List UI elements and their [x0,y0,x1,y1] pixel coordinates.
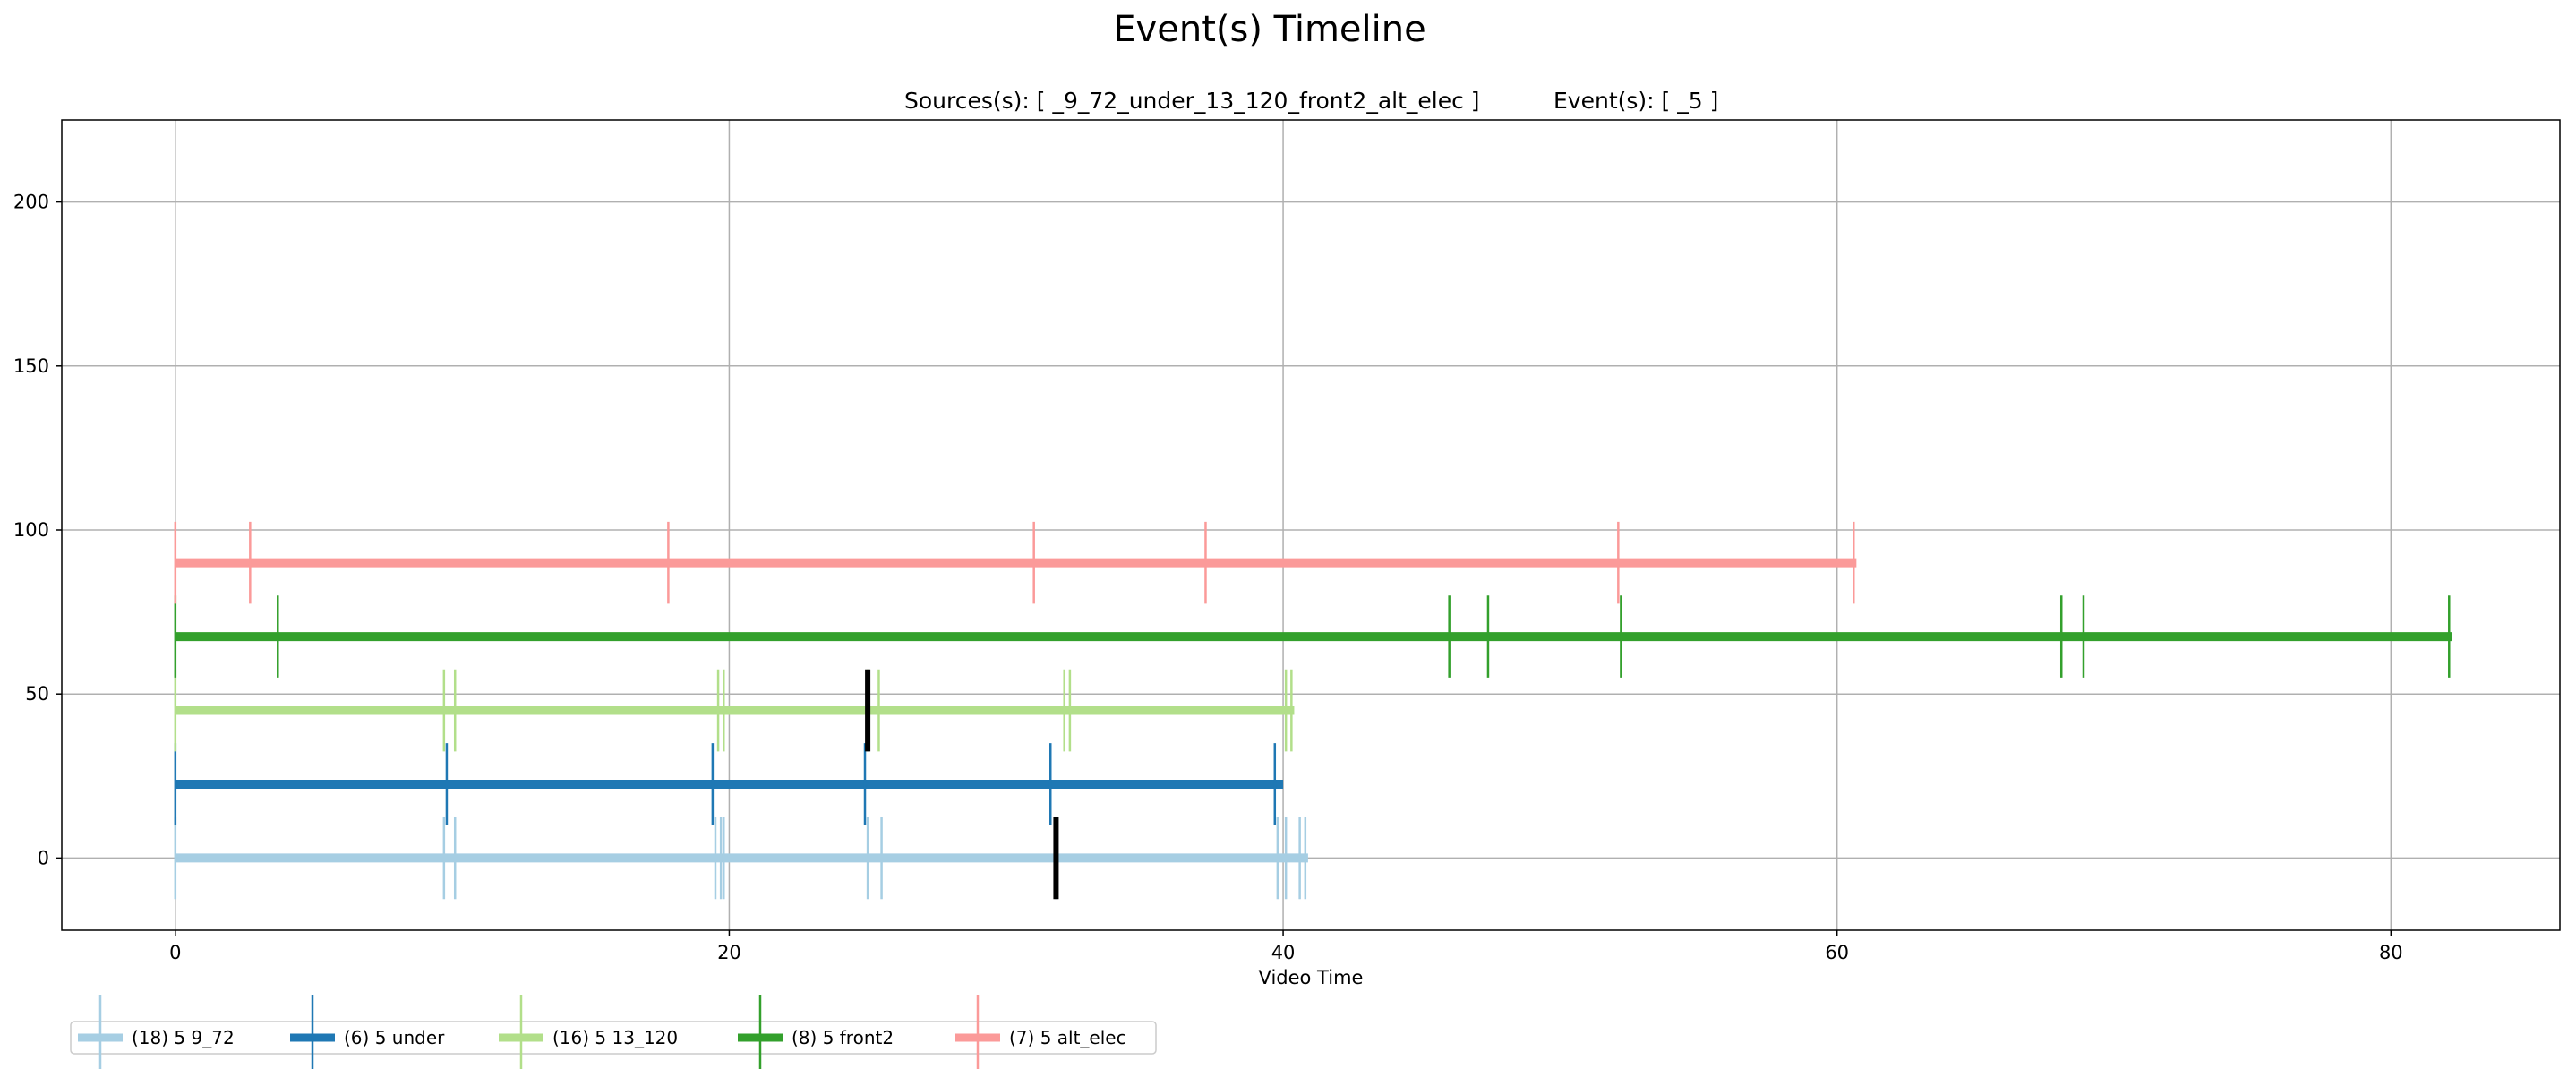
y-tick-label: 200 [13,192,49,213]
x-tick-label: 0 [169,942,181,963]
grid [62,120,2560,930]
timeline-series [174,743,1284,825]
x-axis-label: Video Time [1259,967,1364,988]
timeline-series [174,669,1295,752]
y-tick-label: 100 [13,519,49,541]
legend-label: (18) 5 9_72 [132,1027,235,1048]
legend: (18) 5 9_72 (6) 5 under (16) 5 13_120 (8) 5… [70,995,1157,1069]
chart-title: Event(s) Timeline [1113,9,1425,50]
plot-frame [61,119,2561,931]
x-tick-label: 80 [2379,942,2403,963]
legend-label: (8) 5 front2 [792,1027,894,1048]
x-tick-label: 60 [1825,942,1849,963]
timeline-series [174,521,1857,604]
x-tick-label: 40 [1271,942,1296,963]
chart-subtitle-events: Event(s): [ _5 ] [1553,88,1718,114]
highlight-group [865,669,1059,900]
legend-frame [70,1021,1157,1055]
series-group [174,521,2452,900]
legend-label: (7) 5 alt_elec [1009,1027,1126,1048]
legend-label: (16) 5 13_120 [552,1027,678,1048]
timeline-series [174,817,1308,900]
y-tick-label: 150 [13,355,49,377]
y-tick-label: 50 [25,683,49,705]
axis-ticks: 0 20 40 60 80 0 50 100 150 200 [13,192,2403,963]
x-tick-label: 20 [717,942,741,963]
timeline-series [174,595,2452,678]
chart-subtitle-sources: Sources(s): [ _9_72_under_13_120_front2_… [904,88,1480,114]
y-tick-label: 0 [38,847,49,868]
legend-label: (6) 5 under [344,1027,445,1048]
